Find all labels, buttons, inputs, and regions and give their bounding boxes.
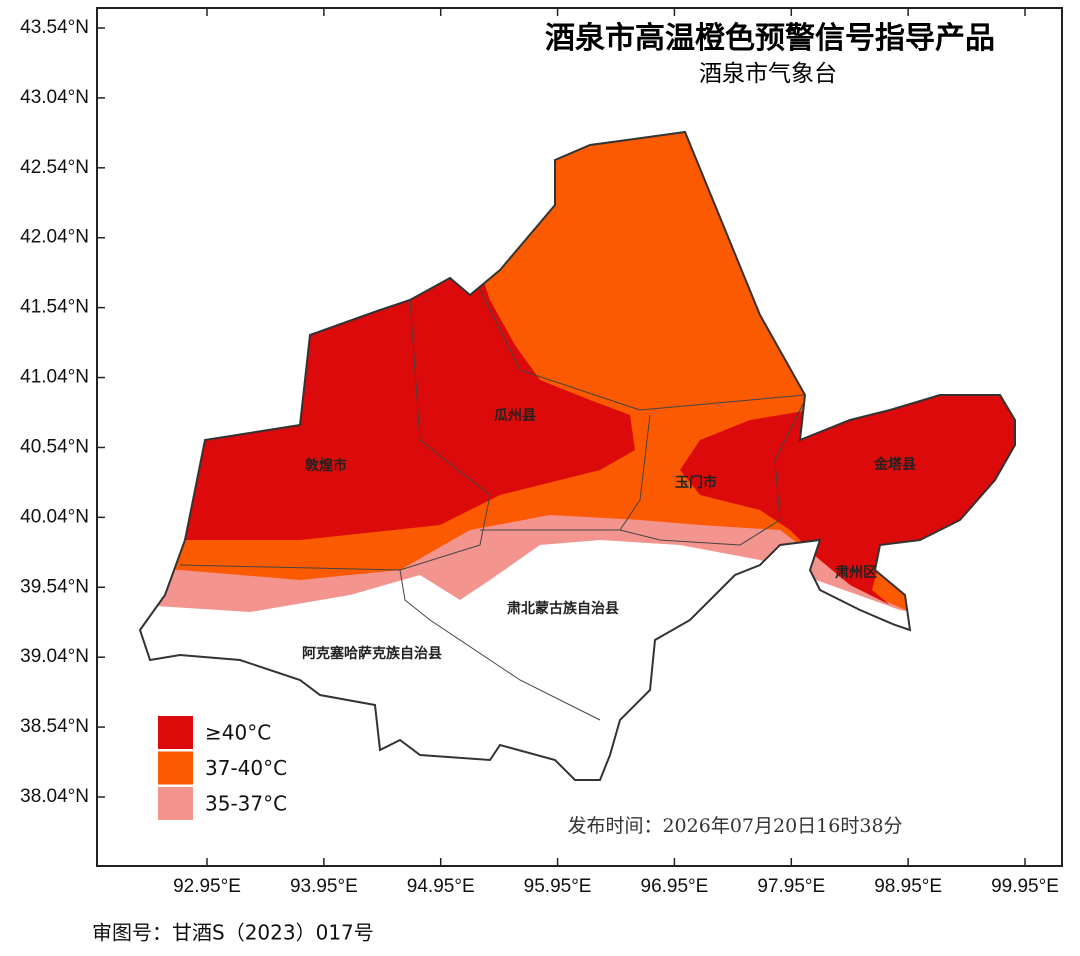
region-label: 敦煌市 bbox=[305, 457, 347, 474]
legend-label: 35-37°C bbox=[205, 792, 287, 816]
border bbox=[479, 289, 806, 411]
y-tick-label: 39.04°N bbox=[20, 646, 89, 667]
y-tick-label: 38.04°N bbox=[20, 786, 89, 807]
axes: 43.54°N 43.04°N 42.54°N 42.04°N 41.54°N 41.04… bbox=[20, 8, 1059, 897]
y-tick-label: 42.54°N bbox=[20, 157, 89, 178]
issue-time: 发布时间：2026年07月20日16时38分 bbox=[567, 815, 902, 837]
x-tick-label: 97.95°E bbox=[757, 876, 825, 897]
legend-label: ≥40°C bbox=[205, 721, 271, 745]
county-borders bbox=[179, 289, 806, 721]
y-tick-label: 43.54°N bbox=[20, 17, 89, 38]
outline bbox=[138, 130, 1016, 781]
x-tick-label: 95.95°E bbox=[524, 876, 592, 897]
y-tick-label: 39.54°N bbox=[20, 576, 89, 597]
legend-label: 37-40°C bbox=[205, 756, 287, 780]
legend: ≥40°C 37-40°C 35-37°C bbox=[158, 716, 287, 820]
footer: 审图号：甘酒S（2023）017号 bbox=[92, 921, 374, 945]
region-label: 肃北蒙古族自治县 bbox=[507, 600, 619, 617]
legend-swatch bbox=[158, 751, 193, 785]
legend-swatch bbox=[158, 787, 193, 820]
subtitle: 酒泉市气象台 bbox=[699, 61, 837, 87]
region-label: 瓜州县 bbox=[494, 408, 536, 424]
y-tick-label: 43.04°N bbox=[20, 87, 89, 108]
y-tick-label: 40.54°N bbox=[20, 436, 89, 457]
title: 酒泉市高温橙色预警信号指导产品 bbox=[545, 21, 995, 56]
y-tick-label: 41.04°N bbox=[20, 367, 89, 388]
region-label: 玉门市 bbox=[675, 474, 717, 491]
x-tick-label: 92.95°E bbox=[173, 876, 241, 897]
region-label: 金塔县 bbox=[873, 456, 916, 473]
x-tick-label: 93.95°E bbox=[290, 876, 358, 897]
border bbox=[619, 399, 806, 546]
x-tick-label: 96.95°E bbox=[641, 876, 709, 897]
map-frame bbox=[96, 7, 1063, 867]
border bbox=[179, 299, 491, 571]
x-tick-label: 94.95°E bbox=[407, 876, 475, 897]
region-label: 阿克塞哈萨克族自治县 bbox=[302, 645, 442, 662]
y-tick-label: 38.54°N bbox=[20, 716, 89, 737]
border bbox=[399, 569, 601, 721]
legend-swatch bbox=[158, 716, 193, 749]
x-tick-label: 99.95°E bbox=[991, 876, 1059, 897]
region-label: 肃州区 bbox=[835, 564, 877, 581]
y-tick-label: 40.04°N bbox=[20, 506, 89, 527]
y-tick-label: 41.54°N bbox=[20, 297, 89, 318]
y-tick-label: 42.04°N bbox=[20, 227, 89, 248]
x-tick-label: 98.95°E bbox=[874, 876, 942, 897]
